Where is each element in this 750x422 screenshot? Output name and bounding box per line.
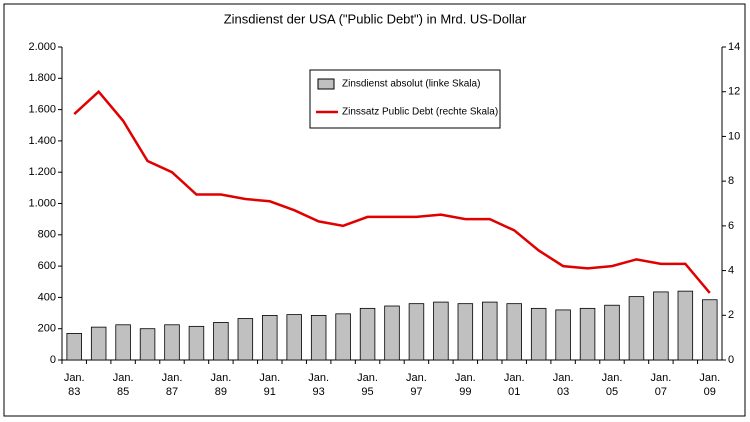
legend-box [309,69,501,129]
y-tick-label: 1.600 [28,104,56,116]
x-tick-label: Jan. 89 [210,372,232,398]
bar [433,301,449,361]
x-tick-label: Jan. 91 [259,372,281,398]
y-tick-label: 1.400 [28,135,56,147]
bar [286,314,302,361]
x-tick-label: Jan. 85 [112,372,134,398]
bar [90,326,107,361]
bar [628,296,645,361]
bar [237,318,254,361]
bar [482,301,498,361]
bar [139,328,156,361]
bar [359,307,376,361]
x-tick-label: Jan. 01 [503,372,525,398]
x-tick-label: Jan. 83 [63,372,85,398]
bar [457,303,474,361]
y2-tick-label: 8 [728,175,734,187]
y-tick-label: 200 [38,323,56,335]
legend-label: Zinssatz Public Debt (rechte Skala) [342,107,498,118]
bar [579,307,596,361]
bar [310,314,327,361]
y2-tick-label: 6 [728,220,734,232]
y-tick-label: 400 [38,291,56,303]
y-tick-label: 0 [50,354,56,366]
x-tick-label: Jan. 97 [406,372,427,398]
bar [506,303,522,361]
y-tick-label: 1.000 [28,197,56,209]
bar [188,325,205,361]
y-tick-label: 1.800 [28,72,56,84]
bar [384,305,400,361]
bar [702,299,718,361]
y-tick-label: 2.000 [28,41,56,53]
x-tick-label: Jan. 09 [699,372,721,398]
bar [408,303,425,361]
bar [164,324,180,361]
legend-label: Zinsdienst absolut (linke Skala) [342,79,480,90]
bar [604,304,620,361]
legend-swatch [317,78,335,90]
bar [66,332,82,361]
y2-tick-label: 14 [728,41,740,53]
bar [262,314,278,361]
bar [335,313,351,361]
x-tick-label: Jan. 03 [552,372,574,398]
bar [653,291,669,361]
bar [555,309,571,361]
x-tick-label: Jan. 95 [357,372,378,398]
y2-tick-label: 12 [728,86,740,98]
x-tick-label: Jan. 87 [161,372,183,398]
chart-title: Zinsdienst der USA ("Public Debt") in Mr… [224,11,527,26]
y2-tick-label: 0 [728,354,734,366]
x-tick-label: Jan. 93 [308,372,330,398]
x-tick-label: Jan. 05 [601,372,623,398]
y2-tick-label: 10 [728,130,740,142]
bar [530,307,547,361]
y2-tick-label: 4 [728,264,734,276]
y-tick-label: 600 [38,260,56,272]
x-tick-label: Jan. 07 [650,372,672,398]
bar [115,324,131,361]
y-tick-label: 1.200 [28,166,56,178]
bar [213,322,229,361]
y2-tick-label: 2 [728,309,734,321]
y-tick-label: 800 [38,229,56,241]
bar [677,290,694,361]
line [73,89,711,294]
x-tick-label: Jan. 99 [454,372,476,398]
